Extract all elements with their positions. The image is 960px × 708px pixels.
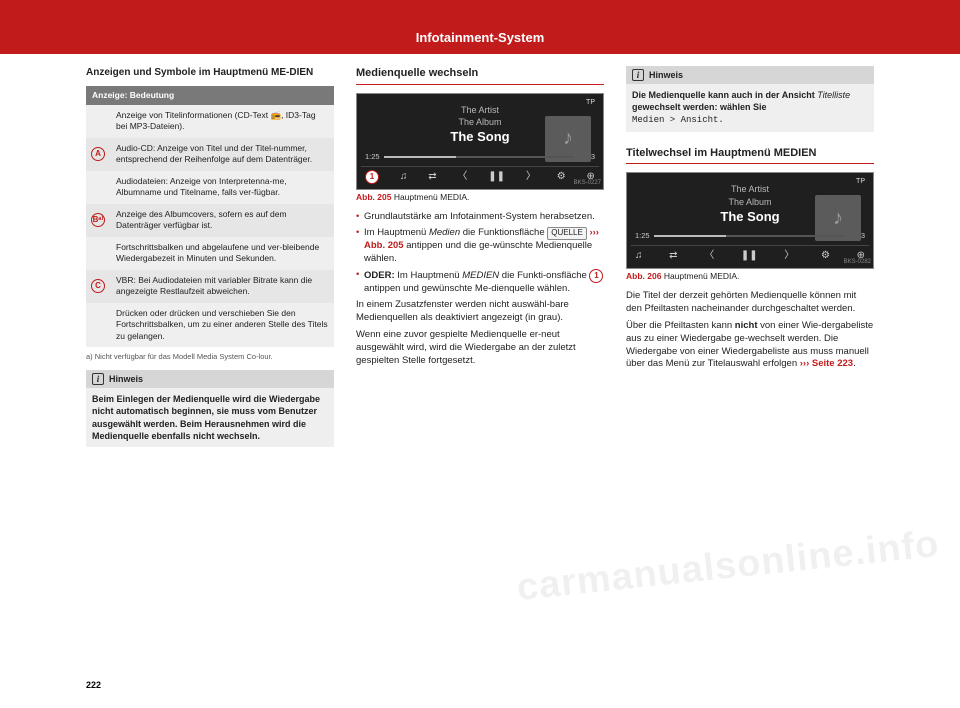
row-text: Drücken oder drücken und verschieben Sie… xyxy=(110,303,334,347)
figure-caption-205: Abb. 205 Hauptmenü MEDIA. xyxy=(356,192,604,203)
figure-code: BKS-0227 xyxy=(574,179,601,187)
quelle-button: QUELLE xyxy=(547,227,587,240)
next-icon: 〉 xyxy=(784,249,794,263)
hinweis-label: Hinweis xyxy=(649,69,683,81)
time-elapsed: 1:25 xyxy=(635,231,650,241)
row-badge: A xyxy=(86,138,110,171)
bullet-2: Im Hauptmenü Medien die Funktionsfläche … xyxy=(356,227,604,265)
row-text: VBR: Bei Audiodateien mit variabler Bitr… xyxy=(110,270,334,303)
media-screenshot-205: TP The Artist The Album The Song ♪ 1:25 … xyxy=(356,93,604,190)
col-2: Medienquelle wechseln TP The Artist The … xyxy=(356,66,604,672)
figure-code: BKS-0282 xyxy=(844,258,871,266)
col3-para-2: Über die Pfeiltasten kann nicht von eine… xyxy=(626,320,874,371)
pause-icon: ❚❚ xyxy=(741,249,758,263)
hinweis-header: i Hinweis xyxy=(86,370,334,388)
row-badge xyxy=(86,105,110,138)
shuffle-icon: ⇄ xyxy=(669,249,677,263)
inline-marker-1: 1 xyxy=(589,269,603,283)
col-3: i Hinweis Die Medienquelle kann auch in … xyxy=(626,66,874,672)
row-badge: C xyxy=(86,270,110,303)
source-icon: ♫ xyxy=(635,249,643,263)
meaning-table: Anzeige: Bedeutung Anzeige von Titelinfo… xyxy=(86,86,334,348)
bullet-3: ODER: Im Hauptmenü MEDIEN die Funkti-ons… xyxy=(356,269,604,296)
col2-para-1: In einem Zusatzfenster werden nicht ausw… xyxy=(356,299,604,325)
prev-icon: 〈 xyxy=(457,170,467,184)
row-text: Anzeige von Titelinformationen (CD-Text … xyxy=(110,105,334,138)
caption-abb: Abb. 206 xyxy=(626,271,661,281)
row-badge xyxy=(86,171,110,204)
col2-para-2: Wenn eine zuvor gespielte Medienquelle e… xyxy=(356,329,604,367)
row-text: Anzeige des Albumcovers, sofern es auf d… xyxy=(110,204,334,237)
progress-track xyxy=(384,156,574,158)
pause-icon: ❚❚ xyxy=(488,170,505,184)
media-screenshot-206: TP The Artist The Album The Song ♪ 1:25 … xyxy=(626,172,874,268)
col2-heading: Medienquelle wechseln xyxy=(356,66,604,85)
hinweis-box-top: i Hinweis Die Medienquelle kann auch in … xyxy=(626,66,874,132)
content-columns: Anzeigen und Symbole im Hauptmenü ME-DIE… xyxy=(86,66,874,672)
hinweis-label: Hinweis xyxy=(109,373,143,385)
col3-para-1: Die Titel der derzeit gehörten Medienque… xyxy=(626,290,874,316)
ref-seite223: ››› Seite 223 xyxy=(800,358,853,369)
time-elapsed: 1:25 xyxy=(365,152,380,162)
bullet-1: Grundlautstärke am Infotainment-System h… xyxy=(356,211,604,224)
source-icon: ♫ xyxy=(400,170,408,184)
row-badge xyxy=(86,237,110,270)
row-badge: Bᵃ⁾ xyxy=(86,204,110,237)
caption-text: Hauptmenü MEDIA. xyxy=(664,271,740,281)
footnote: a) Nicht verfügbar für das Modell Media … xyxy=(86,352,334,362)
info-icon: i xyxy=(632,69,644,81)
table-header: Anzeige: Bedeutung xyxy=(86,86,334,105)
transport-bar: 1 ♫ ⇄ 〈 ❚❚ 〉 ⚙ ⊕ xyxy=(361,166,599,185)
col3-heading: Titelwechsel im Hauptmenü MEDIEN xyxy=(626,146,874,165)
artist-label: The Artist xyxy=(631,183,869,195)
page-number: 222 xyxy=(86,680,101,690)
info-icon: i xyxy=(92,373,104,385)
row-badge xyxy=(86,303,110,347)
next-icon: 〉 xyxy=(526,170,536,184)
hinweis-body: Die Medienquelle kann auch in der Ansich… xyxy=(626,84,874,131)
row-text: Audio-CD: Anzeige von Titel und der Tite… xyxy=(110,138,334,171)
header-band xyxy=(0,0,960,54)
row-text: Audiodateien: Anzeige von Interpretenna-… xyxy=(110,171,334,204)
artist-label: The Artist xyxy=(361,104,599,116)
hinweis-header: i Hinweis xyxy=(626,66,874,84)
col-1: Anzeigen und Symbole im Hauptmenü ME-DIE… xyxy=(86,66,334,672)
settings-icon: ⚙ xyxy=(821,249,830,263)
row-text: Fortschrittsbalken und abgelaufene und v… xyxy=(110,237,334,270)
caption-abb: Abb. 205 xyxy=(356,192,391,202)
progress-fill xyxy=(654,235,726,237)
prev-icon: 〈 xyxy=(704,249,714,263)
settings-icon: ⚙ xyxy=(557,170,566,184)
page: Infotainment-System Anzeigen und Symbole… xyxy=(0,0,960,708)
caption-text: Hauptmenü MEDIA. xyxy=(394,192,470,202)
chapter-title: Infotainment-System xyxy=(0,30,960,45)
hinweis-body: Beim Einlegen der Medienquelle wird die … xyxy=(86,388,334,447)
figure-caption-206: Abb. 206 Hauptmenü MEDIA. xyxy=(626,271,874,282)
hinweis-box: i Hinweis Beim Einlegen der Medienquelle… xyxy=(86,370,334,447)
transport-bar: ♫ ⇄ 〈 ❚❚ 〉 ⚙ ⊕ xyxy=(631,245,869,264)
shuffle-icon: ⇄ xyxy=(428,170,436,184)
col1-subhead: Anzeigen und Symbole im Hauptmenü ME-DIE… xyxy=(86,66,334,80)
progress-track xyxy=(654,235,844,237)
callout-marker: 1 xyxy=(365,170,379,184)
progress-fill xyxy=(384,156,456,158)
